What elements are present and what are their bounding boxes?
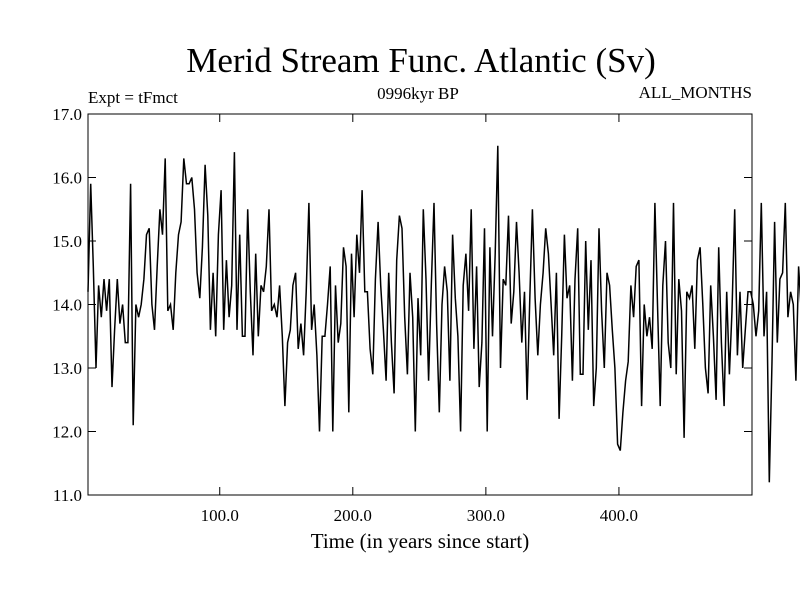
plot-frame — [87, 113, 753, 496]
experiment-label: Expt = tFmct — [88, 88, 178, 107]
y-tick-label: 17.0 — [52, 105, 82, 124]
x-axis: 100.0 200.0 300.0 400.0 — [201, 114, 638, 525]
x-tick-label: 200.0 — [334, 506, 372, 525]
y-tick-label: 11.0 — [53, 486, 82, 505]
chart-title: Merid Stream Func. Atlantic (Sv) — [186, 41, 656, 80]
y-tick-label: 12.0 — [52, 423, 82, 442]
x-axis-label: Time (in years since start) — [311, 529, 530, 553]
y-tick-label: 14.0 — [52, 296, 82, 315]
y-tick-label: 13.0 — [52, 359, 82, 378]
months-label: ALL_MONTHS — [639, 83, 752, 102]
y-tick-label: 15.0 — [52, 232, 82, 251]
period-label: 0996kyr BP — [377, 84, 459, 103]
y-tick-label: 16.0 — [52, 169, 82, 188]
series-line — [87, 145, 800, 483]
x-tick-label: 100.0 — [201, 506, 239, 525]
x-tick-label: 300.0 — [467, 506, 505, 525]
y-axis: 11.0 12.0 13.0 14.0 15.0 16.0 17.0 — [52, 105, 752, 505]
x-tick-label: 400.0 — [600, 506, 638, 525]
